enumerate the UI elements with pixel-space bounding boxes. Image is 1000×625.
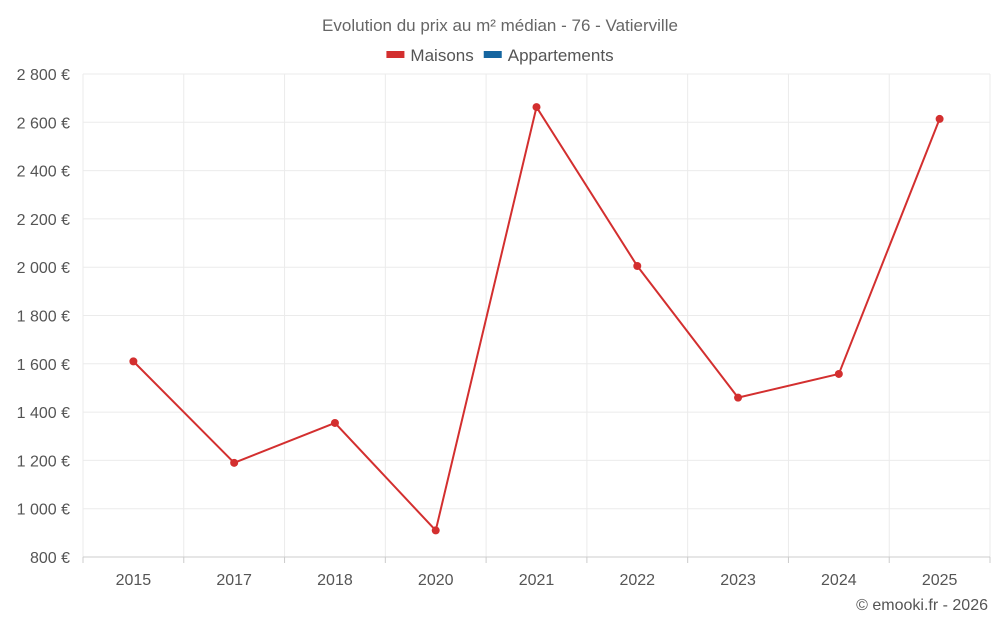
data-point[interactable]	[230, 458, 239, 467]
x-tick-label: 2015	[116, 572, 152, 589]
legend-label: Maisons	[410, 46, 473, 65]
grid	[82, 73, 991, 557]
data-point[interactable]	[834, 369, 843, 378]
y-tick-label: 1 600 €	[17, 357, 70, 374]
x-tick-label: 2023	[720, 572, 756, 589]
data-point[interactable]	[633, 261, 642, 270]
y-tick-label: 2 400 €	[17, 164, 70, 181]
x-tick-label: 2017	[216, 572, 252, 589]
y-tick-label: 1 000 €	[17, 502, 70, 519]
legend: Maisons Appartements	[386, 46, 614, 65]
data-point[interactable]	[431, 526, 440, 535]
y-tick-label: 1 400 €	[17, 405, 70, 422]
legend-swatch	[483, 51, 502, 58]
y-tick-label: 2 800 €	[17, 67, 70, 84]
data-point[interactable]	[330, 418, 339, 427]
y-tick-label: 800 €	[30, 550, 70, 567]
x-tick-label: 2020	[418, 572, 454, 589]
data-point[interactable]	[734, 393, 743, 402]
x-tick-label: 2024	[821, 572, 857, 589]
x-tick-label: 2018	[317, 572, 353, 589]
data-point[interactable]	[935, 114, 944, 123]
x-tick-label: 2021	[519, 572, 555, 589]
series-layer	[129, 103, 944, 535]
chart-title: Evolution du prix au m² médian - 76 - Va…	[322, 16, 678, 35]
data-point[interactable]	[129, 357, 138, 366]
y-tick-label: 1 200 €	[17, 453, 70, 470]
y-tick-label: 2 000 €	[17, 260, 70, 277]
legend-label: Appartements	[508, 46, 614, 65]
x-tick-label: 2025	[922, 572, 958, 589]
credit-text: © emooki.fr - 2026	[856, 597, 988, 614]
y-tick-label: 2 200 €	[17, 212, 70, 229]
legend-item-maisons[interactable]: Maisons	[386, 46, 474, 65]
legend-item-appartements[interactable]: Appartements	[483, 46, 614, 65]
axes: 800 € 1 000 € 1 200 € 1 400 € 1 600 € 1 800 €…	[17, 67, 991, 589]
x-tick-label: 2022	[619, 572, 655, 589]
y-tick-label: 1 800 €	[17, 309, 70, 326]
legend-swatch	[386, 51, 405, 58]
y-tick-label: 2 600 €	[17, 115, 70, 132]
data-point[interactable]	[532, 103, 541, 112]
